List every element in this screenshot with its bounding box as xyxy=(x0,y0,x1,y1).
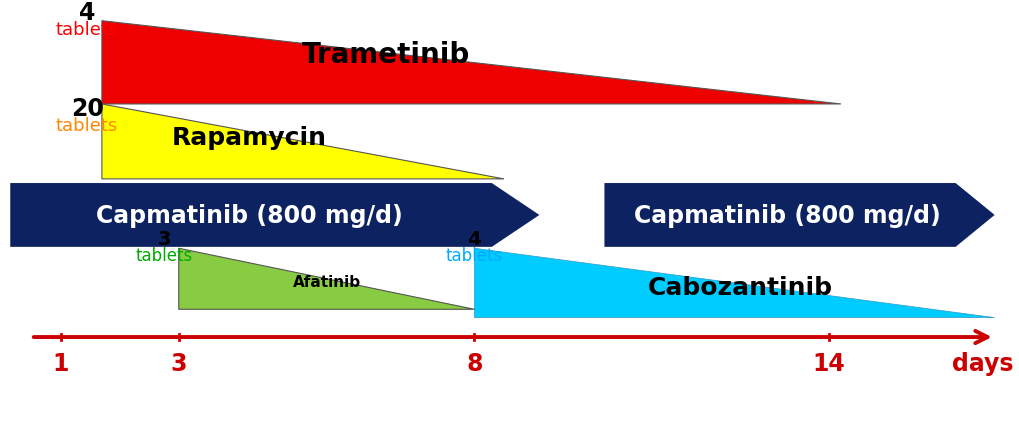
Text: 4: 4 xyxy=(78,1,95,25)
Text: Rapamycin: Rapamycin xyxy=(172,126,327,150)
Text: tablets: tablets xyxy=(445,247,502,264)
Polygon shape xyxy=(178,249,474,310)
Text: 3: 3 xyxy=(170,351,186,375)
Polygon shape xyxy=(604,184,994,247)
Polygon shape xyxy=(102,105,503,179)
Text: 1: 1 xyxy=(52,351,68,375)
Polygon shape xyxy=(102,22,840,105)
Text: 20: 20 xyxy=(70,97,104,121)
Text: 14: 14 xyxy=(812,351,845,375)
Text: 3: 3 xyxy=(157,230,170,249)
Polygon shape xyxy=(474,249,994,318)
Text: 8: 8 xyxy=(466,351,482,375)
Polygon shape xyxy=(10,184,539,247)
Text: 4: 4 xyxy=(467,230,481,249)
Text: tablets: tablets xyxy=(136,247,193,264)
Text: Trametinib: Trametinib xyxy=(302,41,470,69)
Text: Capmatinib (800 mg/d): Capmatinib (800 mg/d) xyxy=(634,203,941,227)
Text: Capmatinib (800 mg/d): Capmatinib (800 mg/d) xyxy=(96,203,403,227)
Text: Afatinib: Afatinib xyxy=(292,274,361,289)
Text: Cabozantinib: Cabozantinib xyxy=(647,276,833,299)
Text: tablets: tablets xyxy=(56,21,118,39)
Text: tablets: tablets xyxy=(56,117,118,135)
Text: days: days xyxy=(951,351,1013,375)
